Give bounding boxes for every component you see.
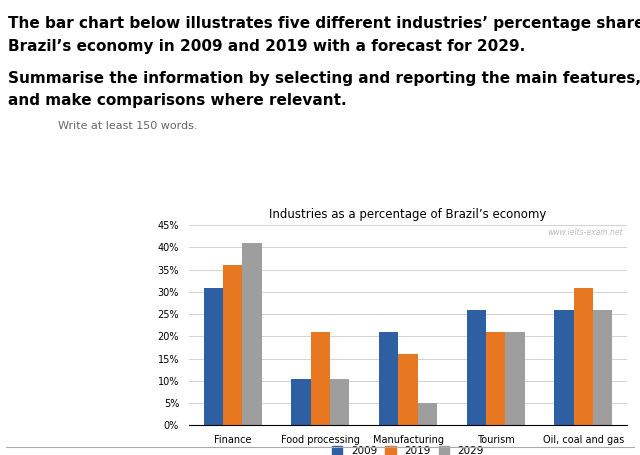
- Bar: [467, 310, 486, 425]
- Bar: [291, 379, 310, 425]
- Text: www.ielts-exam.net: www.ielts-exam.net: [547, 228, 623, 237]
- Bar: [223, 265, 243, 425]
- Bar: [486, 332, 506, 425]
- Bar: [593, 310, 612, 425]
- Text: and make comparisons where relevant.: and make comparisons where relevant.: [8, 93, 346, 108]
- Bar: [418, 403, 437, 425]
- Bar: [204, 288, 223, 425]
- Bar: [573, 288, 593, 425]
- Legend: 2009, 2019, 2029: 2009, 2019, 2029: [328, 442, 488, 455]
- Text: Brazil’s economy in 2009 and 2019 with a forecast for 2029.: Brazil’s economy in 2009 and 2019 with a…: [8, 39, 525, 54]
- Bar: [506, 332, 525, 425]
- Bar: [243, 243, 262, 425]
- Bar: [379, 332, 398, 425]
- Bar: [554, 310, 573, 425]
- Bar: [330, 379, 349, 425]
- Text: Summarise the information by selecting and reporting the main features,: Summarise the information by selecting a…: [8, 71, 640, 86]
- Text: Write at least 150 words.: Write at least 150 words.: [58, 121, 197, 131]
- Bar: [310, 332, 330, 425]
- Text: The bar chart below illustrates five different industries’ percentage share of: The bar chart below illustrates five dif…: [8, 16, 640, 31]
- Title: Industries as a percentage of Brazil’s economy: Industries as a percentage of Brazil’s e…: [269, 208, 547, 221]
- Bar: [398, 354, 418, 425]
